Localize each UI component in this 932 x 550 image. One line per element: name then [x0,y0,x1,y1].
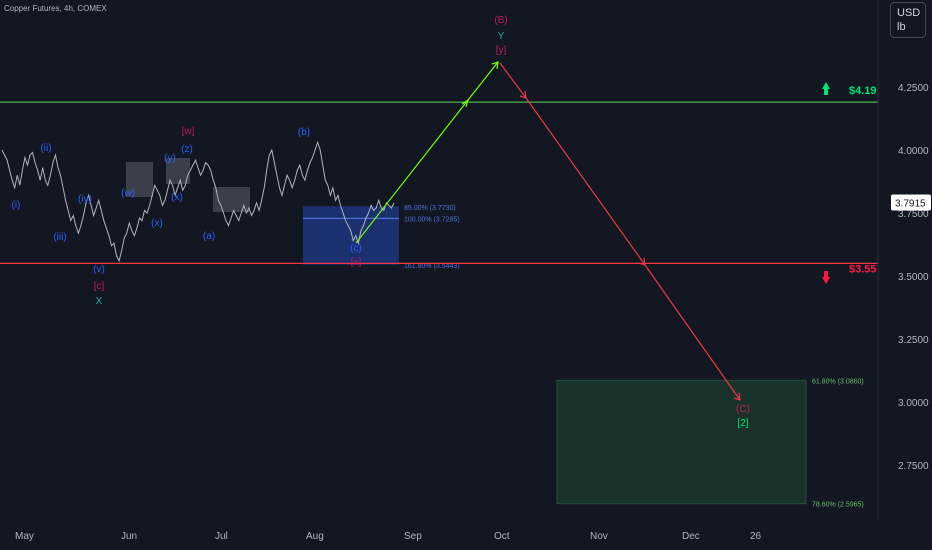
x-tick-1: Jun [121,531,137,542]
support-label: $3.55 [849,263,877,275]
wave-label-10: (z) [181,144,193,155]
wave-label-19: [y] [496,45,507,56]
projection-arrowhead-2 [491,61,499,70]
current-price-tag [891,194,931,211]
wave-label-11: [w] [182,126,195,137]
y-tick-2: 3.7500 [898,209,929,220]
target-zone-green [556,379,807,505]
y-tick-1: 4.0000 [898,146,929,157]
wave-label-7: (w) [121,188,135,199]
x-tick-5: Oct [494,531,510,542]
wave-label-15: (c) [350,243,362,254]
zones-layer: 85.00% (3.7730) 100.00% (3.7285) 161.80% (… [126,158,864,509]
wave-label-4: (v) [93,264,105,275]
y-tick-6: 2.7500 [898,461,929,472]
axes-layer: 4.2500 4.0000 3.7500 3.5000 3.2500 3.0000 2.75… [15,0,931,542]
projection-up-2 [467,61,499,101]
projection-arrowhead-1 [461,98,470,108]
y-tick-4: 3.2500 [898,335,929,346]
y-tick-3: 3.5000 [898,272,929,283]
projection-down [499,62,741,401]
wave-label-5: [c] [94,281,105,292]
wave-label-9: (y) [164,153,176,164]
consolidation-box-0 [126,162,153,197]
wave-label-17: (B) [494,15,507,26]
wave-label-20: (C) [736,404,750,415]
wave-label-18: Y [498,31,505,42]
fib-zone-blue [303,206,399,265]
currency-unit-button[interactable]: USD lb [890,2,926,38]
down-arrow-icon [822,271,830,284]
x-tick-7: Dec [682,531,700,542]
wave-label-12: (x) [171,192,183,203]
x-tick-6: Nov [590,531,608,542]
wave-label-1: (ii) [40,143,51,154]
price-series-layer [1,140,395,263]
projection-up-1 [355,99,469,244]
wave-label-0: (i) [12,200,21,211]
symbol-title: Copper Futures, 4h, COMEX [4,4,107,13]
wave-label-14: (b) [298,127,310,138]
fib-blue-label-2: 161.80% (3.5443) [404,263,460,270]
up-arrow-icon [822,82,830,95]
wave-label-13: (a) [203,231,215,242]
wave-label-2: (iii) [53,232,66,243]
projection-down-arrowhead-1 [638,257,646,266]
x-tick-4: Sep [404,531,422,542]
price-line [1,140,395,263]
y-tick-5: 3.0000 [898,398,929,409]
wave-labels-layer: (i) (ii) (iii) (iv) (v) [c] X (w) (x) (y) (z) [w] (x… [12,15,750,429]
currency-label: USD [897,7,921,19]
y-tick-0: 4.2500 [898,83,929,94]
wave-label-16: [x] [351,257,362,268]
consolidation-box-2 [213,187,250,212]
fib-green-label-1: 78.60% (2.5965) [812,502,864,509]
fib-blue-label-0: 85.00% (3.7730) [404,205,456,212]
wave-label-6: X [96,296,103,307]
wave-label-21: [2] [737,418,748,429]
fib-green-label-0: 61.80% (3.0860) [812,378,864,385]
projection-layer [355,61,741,401]
levels-layer: $4.19 $3.55 [0,82,878,284]
projection-down-arrowhead-2 [733,392,741,401]
resistance-label: $4.19 [849,85,877,97]
x-tick-2: Jul [215,531,228,542]
x-tick-3: Aug [306,531,324,542]
fib-blue-label-1: 100.00% (3.7285) [404,216,460,223]
wave-label-8: (x) [151,218,163,229]
x-tick-0: May [15,531,34,542]
unit-label: lb [897,21,906,33]
projection-down-arrowhead-0 [519,90,527,99]
wave-label-3: (iv) [78,194,92,205]
current-price-label: 3.7915 [895,199,926,210]
x-tick-8: 26 [750,531,762,542]
